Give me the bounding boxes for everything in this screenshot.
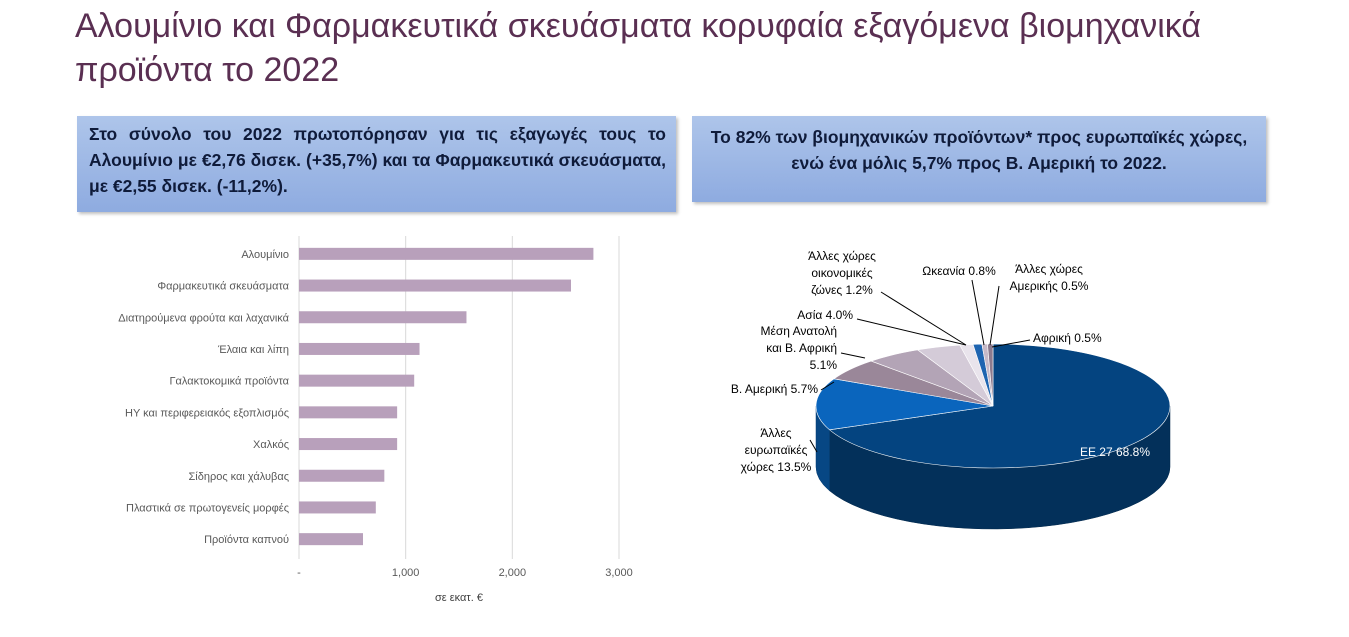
pie-leader-line <box>809 439 818 453</box>
pie-slice-label: Άλλες χώρες οικονομικές ζώνες 1.2% <box>808 249 876 297</box>
page-title: Αλουμίνιο και Φαρμακευτικά σκευάσματα κο… <box>75 7 1202 89</box>
x-tick-label: 1,000 <box>392 567 420 579</box>
category-label: Προϊόντα καπνού <box>204 534 289 546</box>
bar <box>299 342 420 355</box>
pie-slice-label: Μέση Ανατολή και Β. Αφρική 5.1% <box>760 324 837 372</box>
category-label: Γαλακτοκομικά προϊόντα <box>169 376 289 388</box>
bar-chart: - 1,000 2,000 3,000 Αλουμίνιο Φαρμακευτικά σκ… <box>118 236 633 604</box>
pie-leader-line <box>820 381 835 391</box>
category-label: Έλαια και λίπη <box>217 344 289 356</box>
pie-slice-label: Ασία 4.0% <box>797 308 853 322</box>
pie-slice-label: Άλλες χώρες Αμερικής 0.5% <box>1010 262 1089 293</box>
pie-leader-line <box>991 339 1031 348</box>
x-axis-label: σε εκατ. € <box>435 592 483 604</box>
category-label: Αλουμίνιο <box>241 249 289 261</box>
callout-destinations: Το 82% των βιομηχανικών προϊόντων* προς … <box>692 116 1266 202</box>
category-label: Πλαστικά σε πρωτογενείς μορφές <box>126 502 289 514</box>
x-tick-label: 3,000 <box>605 567 633 579</box>
callout-top-exports: Στο σύνολο του 2022 πρωτοπόρησαν για τις… <box>77 116 676 212</box>
bar <box>299 469 385 482</box>
pie-leader-line <box>971 279 985 346</box>
pie-slice-label: Ωκεανία 0.8% <box>922 264 996 278</box>
pie-chart: ΕΕ 27 68.8% Άλλες ευρωπαϊκές χώρες 13.5% Β. … <box>731 249 1171 530</box>
pie-leader-line <box>989 285 1000 346</box>
category-label: Φαρμακευτικά σκευάσματα <box>157 281 289 293</box>
category-label: Χαλκός <box>253 439 289 451</box>
category-label: ΗΥ και περιφερειακός εξοπλισμός <box>125 407 289 419</box>
pie-slice <box>828 343 1171 469</box>
category-label: Σίδηρος και χάλυβας <box>188 471 289 483</box>
bar <box>299 406 398 419</box>
bar <box>299 247 594 260</box>
pie-slice <box>815 378 994 431</box>
bar <box>299 311 467 324</box>
pie-leader-line <box>840 352 866 359</box>
pie-leader-line <box>880 291 967 346</box>
pie-slice-label: Αφρική 0.5% <box>1033 331 1102 345</box>
bar <box>299 501 376 514</box>
x-tick-label: 2,000 <box>499 567 527 579</box>
pie-slice-label: Άλλες ευρωπαϊκές χώρες 13.5% <box>741 426 812 474</box>
bar <box>299 438 398 451</box>
bar <box>299 533 363 546</box>
x-tick-label: - <box>297 567 301 579</box>
pie-slice-label: Β. Αμερική 5.7% <box>731 382 818 396</box>
bar <box>299 279 571 292</box>
pie-leader-line <box>856 318 967 346</box>
pie-slice-label: ΕΕ 27 68.8% <box>1080 445 1150 459</box>
category-label: Διατηρούμενα φρούτα και λαχανικά <box>118 312 289 324</box>
bar <box>299 374 415 387</box>
